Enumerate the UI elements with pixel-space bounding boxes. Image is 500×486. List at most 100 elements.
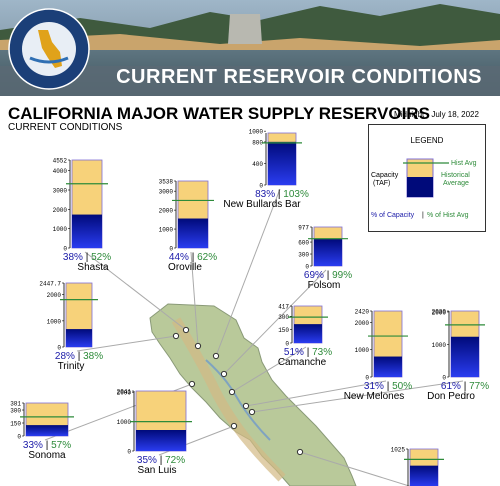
legend-capacity-label-2: (TAF)	[373, 180, 390, 187]
pct-hist-value: 62%	[197, 252, 217, 263]
tick-label: 4552	[53, 158, 68, 165]
storage-bar	[451, 336, 479, 377]
reservoir-location-dots	[172, 326, 304, 456]
storage-bar	[136, 430, 186, 451]
map-dot-don-pedro	[248, 408, 256, 416]
legend-pct-hist-label: % of Hist Avg	[427, 212, 469, 219]
tick-label: 977	[298, 225, 309, 232]
tick-label: 0	[169, 246, 173, 253]
banner-landscape-image	[0, 0, 500, 96]
map-dot-new-melones	[242, 402, 250, 410]
map-dot-new-bullards-bar	[212, 352, 220, 360]
legend-historical-label-2: Average	[443, 180, 469, 187]
pct-label: 83% | 103%	[255, 189, 309, 200]
pct-hist-value: 99%	[332, 270, 352, 281]
pct-label: 44% | 62%	[169, 252, 217, 263]
pct-label: 33% | 57%	[23, 440, 71, 451]
pct-capacity-value: 38%	[63, 252, 83, 263]
tick-label: 417	[278, 304, 289, 311]
tick-label: 2030	[432, 309, 447, 316]
reservoir-chart-shasta: 0 1000 2000 3000 4000 4552 38% | 52%Shasta	[53, 158, 112, 274]
storage-bar	[66, 329, 92, 347]
tick-label: 300	[10, 408, 21, 415]
tick-label: 0	[442, 375, 446, 382]
tick-label: 2000	[159, 208, 174, 215]
page-subtitle: CURRENT CONDITIONS	[8, 122, 123, 133]
reservoir-name-label: Oroville	[168, 262, 202, 273]
pct-hist-value: 73%	[312, 347, 332, 358]
storage-bar	[294, 324, 322, 343]
tick-label: 2000	[47, 292, 62, 299]
tick-label: 3000	[53, 188, 68, 195]
tick-label: 0	[57, 345, 61, 352]
tick-label: 1000	[53, 226, 68, 233]
tick-label: 2420	[355, 309, 370, 316]
tick-label: 1000	[159, 227, 174, 234]
legend-box: LEGEND Capacity (TAF) Hist Avg Historica…	[368, 124, 486, 232]
tick-label: 0	[365, 375, 369, 382]
map-dot-camanche	[228, 388, 236, 396]
legend-capacity-label-1: Capacity	[371, 172, 399, 179]
tick-label: 600	[298, 240, 309, 247]
legend-hist-avg-label: Hist Avg	[451, 160, 477, 167]
tick-label: 2000	[355, 320, 370, 327]
leader-line-don-pedro	[251, 380, 464, 413]
reservoir-chart-trinity: 0 1000 2000 2447.7 28% | 38%Trinity	[39, 281, 103, 373]
storage-bar	[72, 214, 102, 248]
tick-label: 3538	[159, 179, 174, 186]
reservoir-name-label: Shasta	[77, 262, 109, 273]
tick-label: 1000	[355, 347, 370, 354]
tick-label: 300	[278, 314, 289, 321]
tick-label: 0	[305, 264, 309, 271]
leader-line-trinity	[76, 335, 177, 352]
tick-label: 381	[10, 401, 21, 408]
storage-bar	[374, 356, 402, 377]
pct-separator: |	[461, 381, 469, 392]
california-map	[149, 303, 357, 486]
tick-label: 2041	[117, 389, 132, 396]
page-title: CALIFORNIA MAJOR WATER SUPPLY RESERVOIRS	[8, 104, 430, 123]
map-dot-sonoma	[188, 380, 196, 388]
pct-label: 28% | 38%	[55, 351, 103, 362]
pct-separator: |	[324, 270, 332, 281]
legend-storage-swatch	[407, 177, 433, 197]
pct-hist-value: 50%	[392, 381, 412, 392]
pct-capacity-value: 51%	[284, 347, 304, 358]
leader-lines	[44, 188, 464, 486]
legend-separator: |	[422, 212, 424, 219]
dwr-seal-logo	[8, 8, 90, 90]
storage-bar	[26, 425, 68, 436]
banner-title: CURRENT RESERVOIR CONDITIONS	[116, 66, 482, 88]
leader-line-shasta	[84, 251, 187, 331]
pct-separator: |	[43, 440, 51, 451]
reservoir-chart-new-melones: 0 1000 2000 2420 31% | 50%New Melones	[344, 309, 412, 403]
timestamp: Midnight - July 18, 2022	[394, 110, 479, 119]
reservoir-name-label: Camanche	[278, 357, 327, 368]
tick-label: 400	[252, 161, 263, 168]
tick-label: 3000	[159, 189, 174, 196]
pct-separator: |	[304, 347, 312, 358]
reservoir-name-label: Trinity	[58, 361, 85, 372]
storage-bar	[178, 218, 208, 248]
map-dot-shasta	[182, 326, 190, 334]
tick-label: 4000	[53, 168, 68, 175]
tick-label: 1000	[432, 342, 447, 349]
pct-separator: |	[83, 252, 91, 263]
tick-label: 0	[63, 246, 67, 253]
pct-hist-value: 38%	[83, 351, 103, 362]
tick-label: 1000	[47, 318, 62, 325]
leader-line-oroville	[190, 251, 199, 347]
pct-capacity-value: 61%	[441, 381, 461, 392]
leader-line-new-melones	[245, 380, 387, 407]
map-dot-folsom	[220, 370, 228, 378]
pct-label: 61% | 77%	[441, 381, 489, 392]
reservoir-chart-camanche: 0 150 300 417 51% | 73%Camanche	[278, 304, 332, 369]
pct-label: 69% | 99%	[304, 270, 352, 281]
pct-capacity-value: 31%	[364, 381, 384, 392]
tick-label: 2000	[432, 309, 447, 316]
map-dot-san-luis	[230, 422, 238, 430]
pct-separator: |	[75, 351, 83, 362]
